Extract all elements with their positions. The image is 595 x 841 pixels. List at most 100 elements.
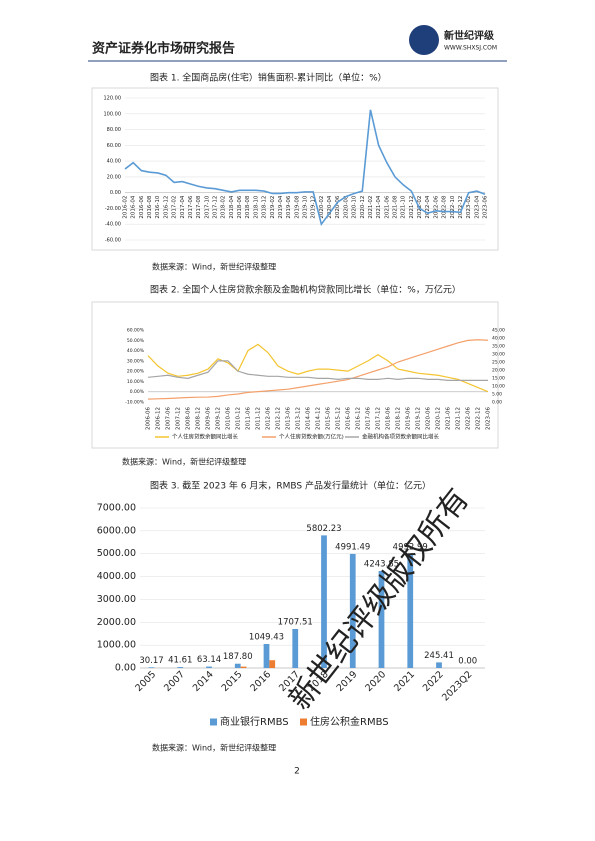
x-tick-label: 2014 — [191, 669, 216, 694]
x-tick-label: 2018-12 — [262, 196, 268, 219]
x-tick-label: 2019-04 — [278, 195, 284, 218]
x-tick-label: 2022-08 — [442, 195, 448, 218]
logo-icon — [409, 25, 439, 55]
y-tick-label: 80.00 — [107, 127, 121, 133]
data-label: 4992.99 — [393, 542, 428, 552]
x-tick-label: 2012-12 — [276, 407, 282, 430]
y-tick-label: 40.00 — [107, 159, 121, 165]
bar — [378, 570, 385, 668]
x-tick-label: 2022-06 — [466, 407, 472, 430]
source: 数据来源：Wind，新世纪评级整理 — [152, 743, 276, 753]
line-series — [124, 109, 486, 227]
x-tick-label: 2021-12 — [409, 196, 415, 219]
line-series — [147, 339, 489, 400]
bar — [240, 666, 247, 668]
y2-tick-label: 30.00 — [492, 352, 505, 358]
x-tick-label: 2020-06 — [335, 195, 341, 218]
x-tick-label: 2022-06 — [433, 195, 439, 218]
y-tick-label: 1000.00 — [97, 640, 136, 651]
y-tick-label: -10.00% — [125, 400, 145, 406]
x-tick-label: 2018-06 — [237, 195, 243, 218]
chart-frame — [91, 301, 499, 449]
page-number: 2 — [294, 767, 300, 777]
x-tick-label: 2018-08 — [245, 195, 251, 218]
x-tick-label: 2012-06 — [266, 407, 272, 430]
bar — [148, 667, 155, 668]
data-label: 0.00 — [458, 657, 477, 667]
x-tick-label: 2018-10 — [253, 195, 259, 218]
x-tick-label: 2007 — [162, 669, 187, 694]
bar — [177, 667, 184, 668]
data-label: 30.17 — [139, 656, 163, 666]
x-tick-label: 2016-12 — [163, 196, 169, 219]
data-label: 187.80 — [223, 652, 253, 662]
data-label: 41.61 — [168, 656, 192, 666]
logo-url: WWW.SHXSJ.COM — [444, 45, 497, 52]
x-tick-label: 2019-12 — [311, 196, 317, 219]
x-tick-label: 2022-02 — [417, 196, 423, 219]
y-tick-label: 60.00 — [107, 143, 121, 149]
x-tick-label: 2019-12 — [416, 407, 422, 430]
y2-tick-label: 25.00 — [492, 360, 505, 366]
x-tick-label: 2020-08 — [343, 195, 349, 218]
y2-tick-label: 45.00 — [492, 328, 505, 334]
legend-swatch — [210, 718, 217, 726]
y-tick-label: -40.00 — [105, 222, 121, 228]
x-tick-label: 2017-10 — [204, 195, 210, 218]
y-tick-label: 10.00% — [127, 379, 145, 385]
x-tick-label: 2007-06 — [166, 407, 172, 430]
x-tick-label: 2022-04 — [425, 195, 431, 218]
x-tick-label: 2011-06 — [246, 407, 252, 430]
source: 数据来源：Wind，新世纪评级整理 — [152, 262, 276, 272]
caption: 图表 3. 截至 2023 年 6 月末，RMBS 产品发行量统计（单位：亿元） — [150, 480, 431, 492]
x-tick-label: 2020-10 — [352, 195, 358, 218]
y2-tick-label: 10.00 — [492, 384, 505, 390]
x-tick-label: 2014-06 — [306, 407, 312, 430]
bar — [407, 553, 414, 668]
y2-tick-label: 15.00 — [492, 376, 505, 382]
y-tick-label: -20.00 — [105, 206, 121, 212]
bar — [349, 553, 356, 668]
x-tick-label: 2023-04 — [474, 195, 480, 218]
x-tick-label: 2018-12 — [396, 407, 402, 430]
legend-label: 住房公积金RMBS — [310, 715, 389, 728]
x-tick-label: 2006-12 — [156, 407, 162, 430]
x-tick-label: 2021 — [392, 669, 417, 694]
x-tick-label: 2021-10 — [401, 195, 407, 218]
source: 数据来源：Wind，新世纪评级整理 — [122, 457, 246, 467]
x-tick-label: 2019-02 — [270, 196, 276, 219]
x-tick-label: 2016-06 — [346, 407, 352, 430]
y-tick-label: 60.00% — [127, 328, 145, 334]
chart-frame — [91, 87, 499, 251]
x-tick-label: 2009-12 — [216, 407, 222, 430]
bar — [269, 660, 276, 668]
x-tick-label: 2020-12 — [360, 196, 366, 219]
x-tick-label: 2005 — [133, 669, 158, 694]
data-label: 4243.85 — [364, 559, 399, 569]
x-tick-label: 2017-04 — [180, 195, 186, 218]
data-label: 1049.43 — [249, 633, 284, 643]
x-tick-label: 2017-06 — [366, 407, 372, 430]
x-tick-label: 2020-02 — [319, 196, 325, 219]
y2-tick-label: 20.00 — [492, 368, 505, 374]
y2-tick-label: 5.00 — [492, 392, 502, 398]
x-tick-label: 2016-06 — [139, 195, 145, 218]
x-tick-label: 2013-06 — [286, 407, 292, 430]
x-tick-label: 2006-06 — [146, 407, 152, 430]
x-tick-label: 2015-06 — [326, 407, 332, 430]
x-tick-label: 2016 — [248, 669, 273, 694]
x-tick-label: 2014-12 — [316, 407, 322, 430]
x-tick-label: 2020 — [363, 669, 388, 694]
x-tick-label: 2022-10 — [450, 195, 456, 218]
x-tick-label: 2018-06 — [386, 407, 392, 430]
x-tick-label: 2017-02 — [172, 196, 178, 219]
x-tick-label: 2023Q2 — [440, 669, 474, 703]
logo-name: 新世纪评级 — [444, 29, 495, 42]
x-tick-label: 2016-08 — [147, 195, 153, 218]
y-tick-label: 20.00% — [127, 369, 145, 375]
y-tick-label: 3000.00 — [97, 594, 136, 605]
x-tick-label: 2017-12 — [213, 196, 219, 219]
legend-label: 个人住房贷款余额同比增长 — [172, 433, 239, 441]
